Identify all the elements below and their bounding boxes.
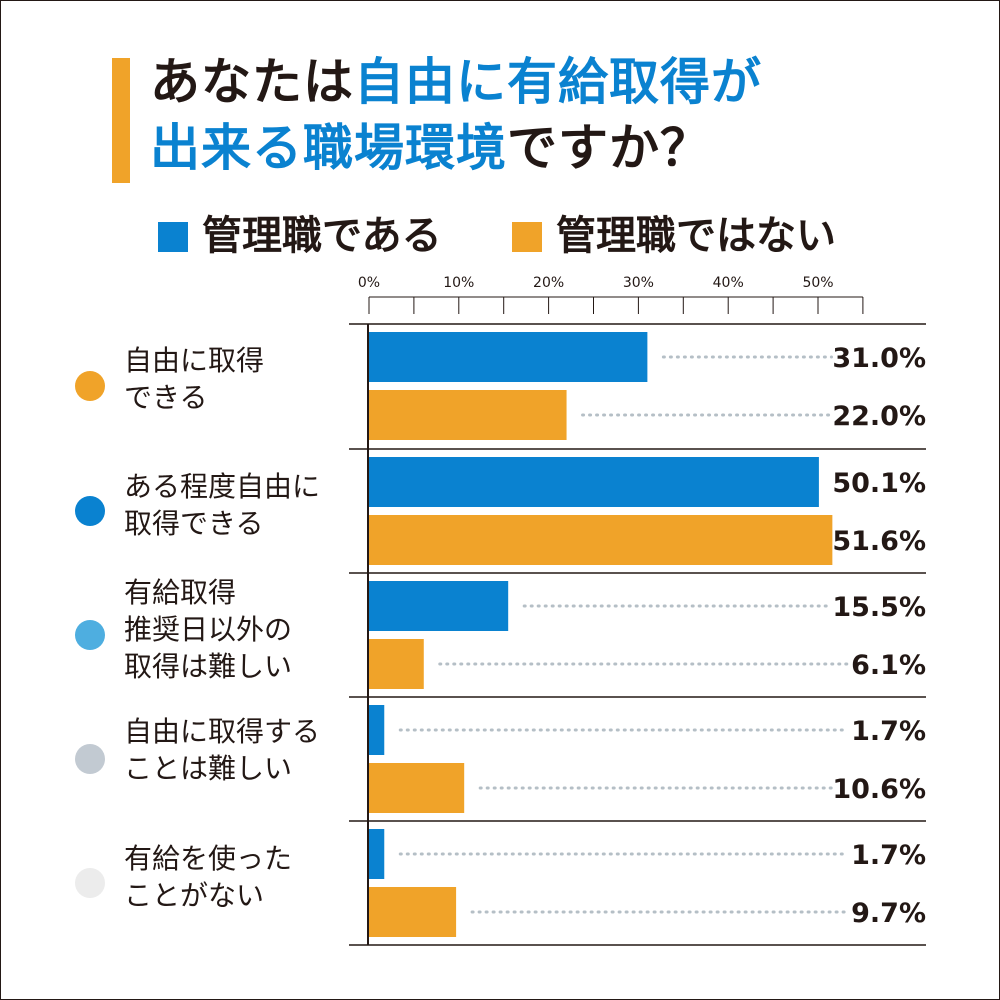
category-marker-dot	[75, 744, 105, 774]
category-label-line: ことは難しい	[124, 752, 293, 785]
category-label-line: 有給を使った	[124, 842, 293, 875]
legend-item-manager: 管理職である	[158, 208, 442, 264]
title-text-2b: ですか？	[507, 119, 711, 177]
bar-manager	[369, 829, 385, 879]
bar-manager	[369, 705, 385, 755]
title-text-1a: あなたは	[150, 53, 354, 111]
x-tick-label: 0%	[358, 275, 380, 291]
data-label: 15.5%	[832, 592, 926, 623]
title-text-2a: 出来る職場環境	[150, 119, 507, 177]
category-label-line: できる	[124, 381, 208, 414]
x-tick-label: 20%	[533, 275, 564, 291]
legend-swatch-non-manager	[512, 222, 542, 252]
bar-manager	[369, 332, 648, 382]
category-label-line: 自由に取得	[124, 344, 265, 377]
bar-non-manager	[369, 887, 457, 937]
category-label: 有給を使った ことがない	[124, 840, 292, 914]
data-label: 1.7%	[851, 716, 926, 747]
data-label: 51.6%	[832, 526, 926, 557]
category-marker-dot	[75, 620, 105, 650]
category-label-line: 取得は難しい	[124, 650, 293, 683]
category-label-line: 推奨日以外の	[124, 613, 293, 646]
category-label: 有給取得推奨日以外の 取得は難しい	[124, 574, 292, 685]
x-tick-label: 10%	[443, 275, 474, 291]
category-marker-dot	[75, 371, 105, 401]
bar-non-manager	[369, 390, 567, 440]
title-text-1b: 自由に有給取得が	[354, 53, 762, 111]
category-label-line: ことがない	[124, 879, 265, 912]
data-label: 10.6%	[832, 774, 926, 805]
category-marker-dot	[75, 868, 105, 898]
category-label-line: 取得できる	[124, 507, 264, 540]
category-label: ある程度自由に 取得できる	[124, 468, 320, 542]
bar-manager	[369, 457, 819, 507]
bar-non-manager	[369, 763, 465, 813]
data-label: 1.7%	[851, 840, 926, 871]
legend-swatch-manager	[158, 222, 188, 252]
category-label: 自由に取得する ことは難しい	[124, 713, 320, 787]
chart-title-line-1: あなたは自由に有給取得が	[150, 52, 762, 112]
category-label-line: 有給取得	[124, 576, 237, 609]
category-label-line: ある程度自由に	[124, 470, 321, 503]
category-label-line: 自由に取得する	[124, 715, 321, 748]
legend-item-non-manager: 管理職ではない	[512, 208, 836, 264]
bar-non-manager	[369, 639, 424, 689]
x-tick-label: 40%	[713, 275, 744, 291]
data-label: 50.1%	[832, 468, 926, 499]
x-tick-label: 50%	[802, 275, 833, 291]
legend-label-manager: 管理職である	[202, 213, 442, 259]
chart-title-line-2: 出来る職場環境ですか？	[150, 118, 711, 178]
data-label: 6.1%	[851, 650, 926, 681]
data-label: 22.0%	[832, 401, 926, 432]
bar-manager	[369, 581, 509, 631]
legend-label-non-manager: 管理職ではない	[556, 213, 836, 259]
category-label: 自由に取得 できる	[124, 342, 264, 416]
data-label: 31.0%	[832, 343, 926, 374]
x-tick-label: 30%	[623, 275, 654, 291]
data-label: 9.7%	[851, 898, 926, 929]
title-accent-bar	[112, 58, 130, 183]
bar-non-manager	[369, 515, 833, 565]
category-marker-dot	[75, 496, 105, 526]
